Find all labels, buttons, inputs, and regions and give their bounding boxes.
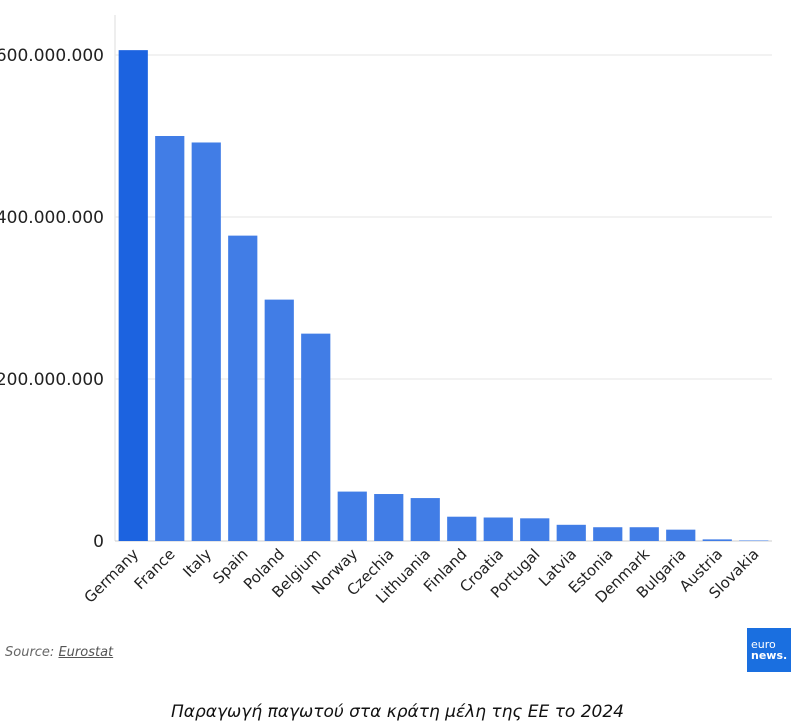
bar-norway <box>337 491 367 541</box>
bar-portugal <box>520 518 550 541</box>
y-tick-label: 400.000.000 <box>0 208 104 228</box>
x-tick-label: France <box>131 545 179 593</box>
logo-line2: news. <box>751 649 788 662</box>
caption: Παραγωγή παγωτού στα κράτη μέλη της ΕΕ τ… <box>170 702 624 722</box>
source-note: Source: Eurostat <box>5 645 113 660</box>
y-tick-label: 0 <box>93 532 104 552</box>
bar-austria <box>702 539 732 541</box>
bar-lithuania <box>410 498 440 541</box>
x-tick-label: Germany <box>81 545 143 607</box>
bar-finland <box>447 516 477 541</box>
bar-croatia <box>483 517 513 541</box>
y-tick-label: 200.000.000 <box>0 370 104 390</box>
bar-bulgaria <box>666 529 696 541</box>
y-axis: 0 200.000.000 400.000.000 600.000.000 <box>0 46 104 552</box>
bar-czechia <box>374 494 404 541</box>
bar-latvia <box>556 524 586 541</box>
bar-estonia <box>593 527 623 541</box>
bar-belgium <box>301 333 331 541</box>
bar-denmark <box>629 527 659 541</box>
bar-germany <box>118 50 148 541</box>
grid-lines <box>114 15 772 542</box>
euronews-logo: euro news. <box>747 628 791 672</box>
source-prefix: Source: <box>5 645 59 660</box>
source-link[interactable]: Eurostat <box>58 645 114 660</box>
bar-italy <box>191 142 221 542</box>
bars <box>118 50 769 542</box>
bar-chart: 0 200.000.000 400.000.000 600.000.000 Germa… <box>0 15 772 607</box>
logo-line1: euro <box>751 638 776 651</box>
bar-slovakia <box>739 540 769 541</box>
bar-france <box>155 136 185 541</box>
y-tick-label: 600.000.000 <box>0 46 104 66</box>
bar-spain <box>228 235 258 541</box>
bar-poland <box>264 299 294 541</box>
